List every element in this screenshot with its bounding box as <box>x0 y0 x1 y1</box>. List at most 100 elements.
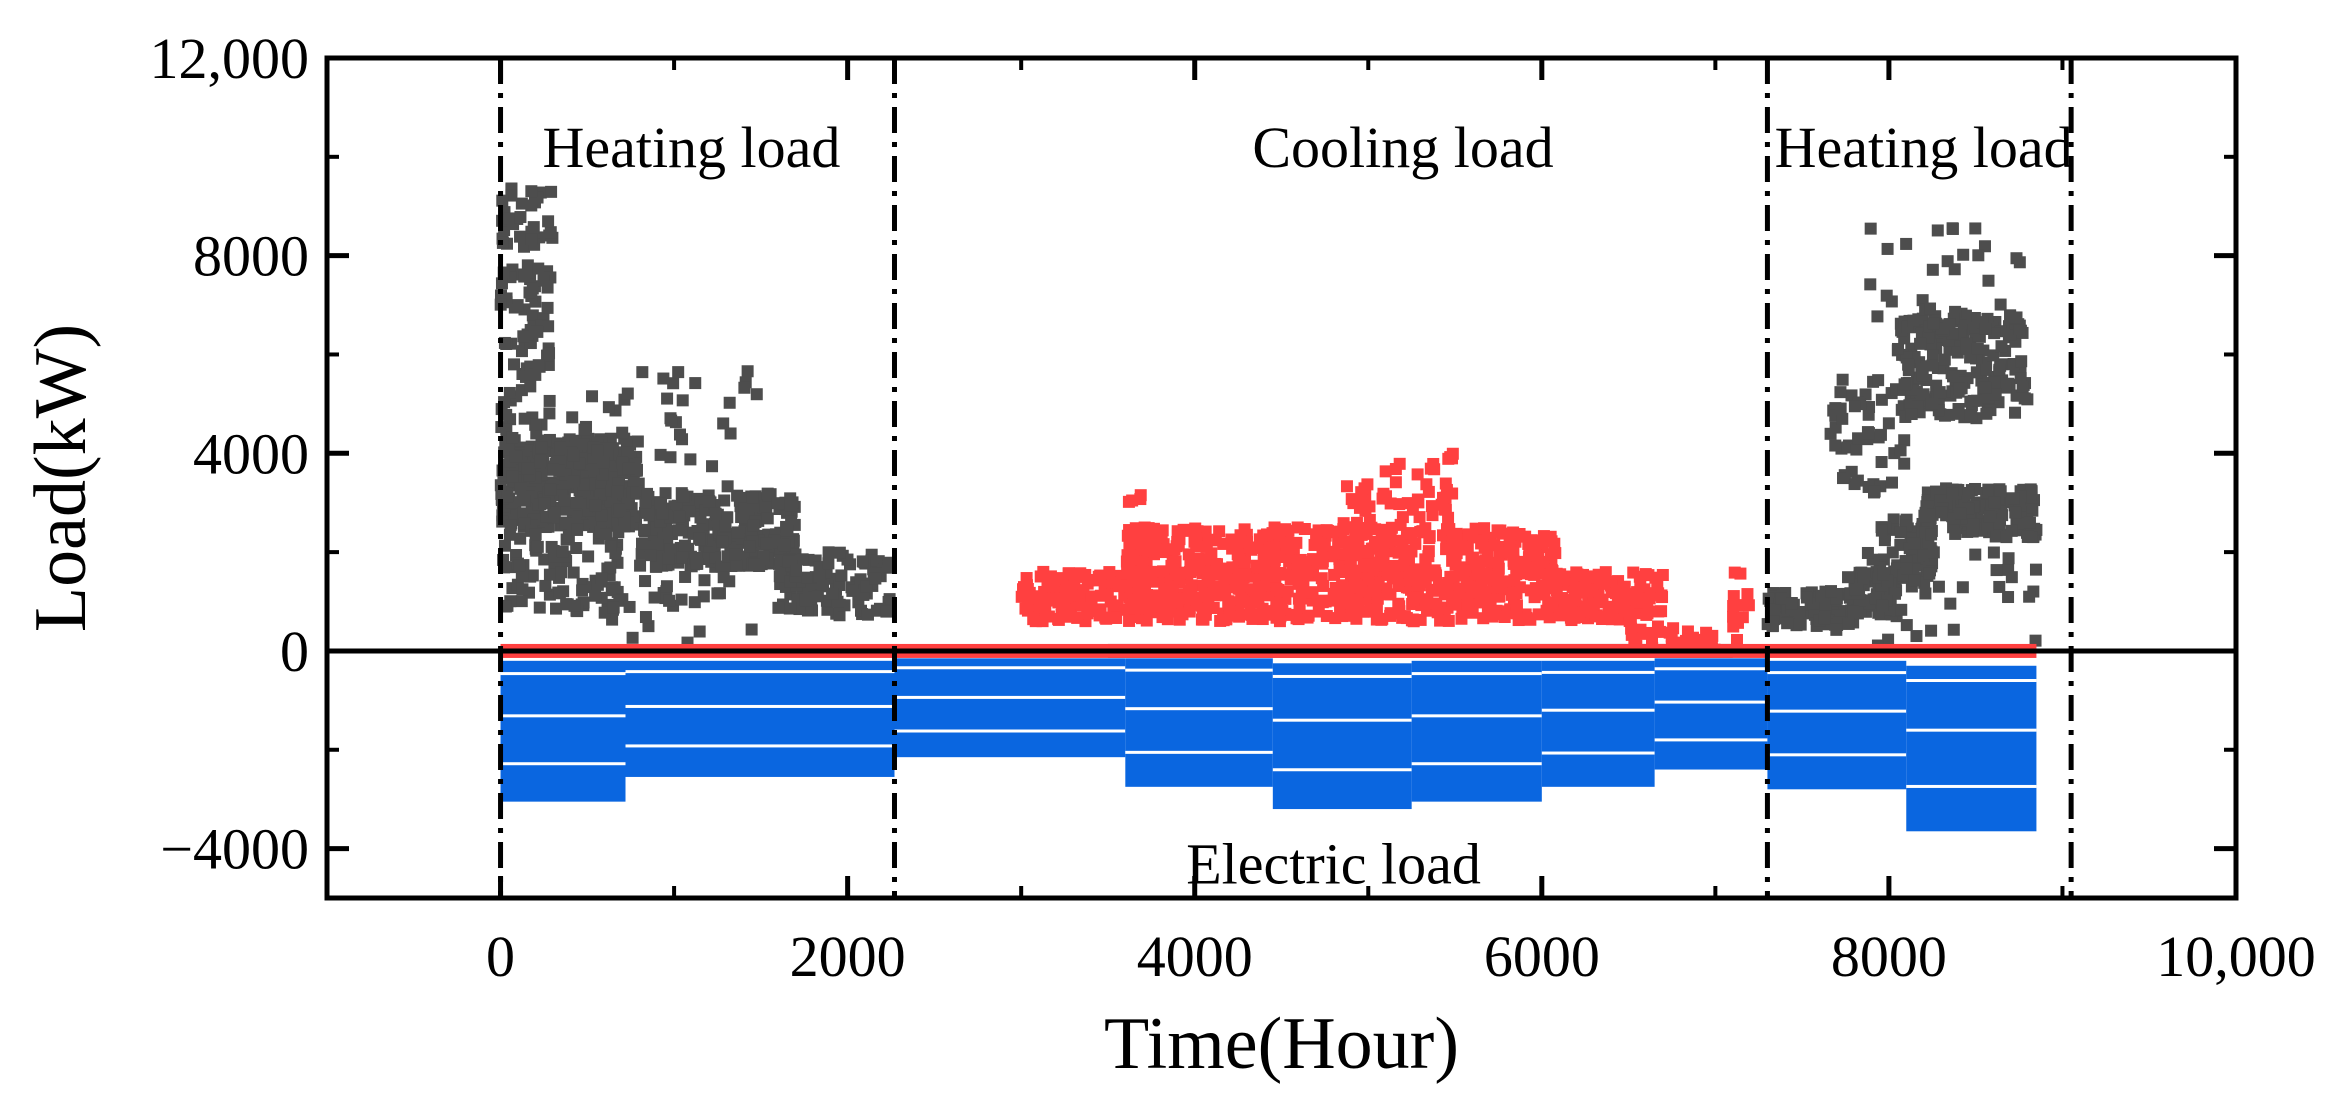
heating-load-point <box>663 594 676 607</box>
heating-load-point <box>542 215 555 228</box>
heating-load-point <box>2029 563 2042 576</box>
cooling-load-point <box>1423 530 1436 543</box>
heating-load-point <box>514 532 527 545</box>
cooling-load-point <box>1284 542 1297 555</box>
heating-load-point <box>822 546 835 559</box>
heating-load-point <box>1862 427 1875 440</box>
heating-load-point <box>813 570 826 583</box>
cooling-load-point <box>1644 626 1657 639</box>
cooling-load-point <box>1639 568 1652 581</box>
cooling-load-point <box>1126 494 1139 507</box>
cooling-load-point <box>1306 586 1319 599</box>
electric-load-stripe <box>1767 753 1907 757</box>
cooling-load-point <box>1301 568 1314 581</box>
heating-load-point <box>1847 605 1860 618</box>
cooling-load-point <box>1377 487 1390 500</box>
heating-load-point <box>1949 527 1962 540</box>
cooling-load-point <box>1085 605 1098 618</box>
cooling-load-point <box>1567 606 1580 619</box>
cooling-load-point <box>1439 503 1452 516</box>
cooling-load-point <box>1298 523 1311 536</box>
cooling-load-point <box>1103 566 1116 579</box>
heating-load-point <box>781 524 794 537</box>
cooling-load-point <box>1731 599 1744 612</box>
heating-load-point <box>688 596 701 609</box>
cooling-load-point <box>1189 522 1202 535</box>
heating-load-point <box>869 572 882 585</box>
heating-load-point <box>660 580 673 593</box>
x-tick-label: 0 <box>486 924 515 989</box>
heating-load-point <box>538 497 551 510</box>
cooling-load-point <box>1728 566 1741 579</box>
heating-load-point <box>517 507 530 520</box>
cooling-load-point <box>1326 525 1339 538</box>
cooling-load-point <box>1205 547 1218 560</box>
heating-load-point <box>761 512 774 525</box>
heating-load-point <box>729 548 742 561</box>
heating-load-point <box>1926 263 1939 276</box>
heating-load-point <box>1971 342 1984 355</box>
heating-load-point <box>1850 443 1863 456</box>
heating-load-point <box>706 460 719 473</box>
heating-load-point <box>1969 548 1982 561</box>
heating-load-point <box>724 427 737 440</box>
heating-load-point <box>543 347 556 360</box>
electric-load-segment <box>1541 660 1655 787</box>
x-tick-label: 10,000 <box>2156 924 2316 989</box>
cooling-load-point <box>1494 524 1507 537</box>
heating-load-point <box>649 560 662 573</box>
heating-load-point <box>523 286 536 299</box>
cooling-load-point <box>1393 600 1406 613</box>
cooling-load-point <box>1507 554 1520 567</box>
y-tick-label: 0 <box>280 619 309 684</box>
heating-load-point <box>1885 476 1898 489</box>
cooling-load-point <box>1432 579 1445 592</box>
heating-load-point <box>567 566 580 579</box>
heating-load-point <box>591 444 604 457</box>
heating-load-point <box>689 377 702 390</box>
cooling-load-point <box>1379 465 1392 478</box>
heating-load-point <box>717 571 730 584</box>
heating-load-point <box>1994 485 2007 498</box>
electric-load-stripe <box>894 666 1126 670</box>
heating-load-point <box>1871 310 1884 323</box>
cooling-load-point <box>1411 468 1424 481</box>
heating-load-point <box>1852 432 1865 445</box>
cooling-load-point <box>1413 511 1426 524</box>
heating-load-point <box>1766 619 1779 632</box>
heating-load-point <box>567 449 580 462</box>
heating-load-point <box>835 569 848 582</box>
cooling-load-point <box>1138 537 1151 550</box>
heating-load-point <box>672 524 685 537</box>
cooling-load-point <box>1235 568 1248 581</box>
heating-load-point <box>554 441 567 454</box>
heating-load-point <box>639 575 652 588</box>
heating-load-point <box>533 601 546 614</box>
heating-load-point <box>595 572 608 585</box>
heating-load-point <box>542 320 555 333</box>
heating-load-point <box>796 553 809 566</box>
heating-load-point <box>1965 409 1978 422</box>
cooling-load-point <box>1266 607 1279 620</box>
heating-load-point <box>1836 373 1849 386</box>
heating-load-point <box>709 507 722 520</box>
cooling-load-point <box>1544 600 1557 613</box>
cooling-load-point <box>1727 590 1740 603</box>
heating-load-point <box>1971 394 1984 407</box>
heating-load-point <box>648 591 661 604</box>
cooling-load-point <box>1579 573 1592 586</box>
heating-load-point <box>1919 587 1932 600</box>
electric-load-segment <box>1767 660 1907 790</box>
heating-load-point <box>529 368 542 381</box>
x-tick-label: 4000 <box>1137 924 1253 989</box>
cooling-load-point <box>1585 605 1598 618</box>
cooling-load-point <box>1665 630 1678 643</box>
heating-load-point <box>1967 518 1980 531</box>
heating-load-point <box>675 593 688 606</box>
heating-load-point <box>534 454 547 467</box>
x-tick-label: 8000 <box>1831 924 1947 989</box>
electric-load-segment <box>1411 660 1542 802</box>
heating-load-point <box>571 523 584 536</box>
cooling-load-point <box>1362 546 1375 559</box>
electric-load-stripe <box>1411 762 1542 766</box>
